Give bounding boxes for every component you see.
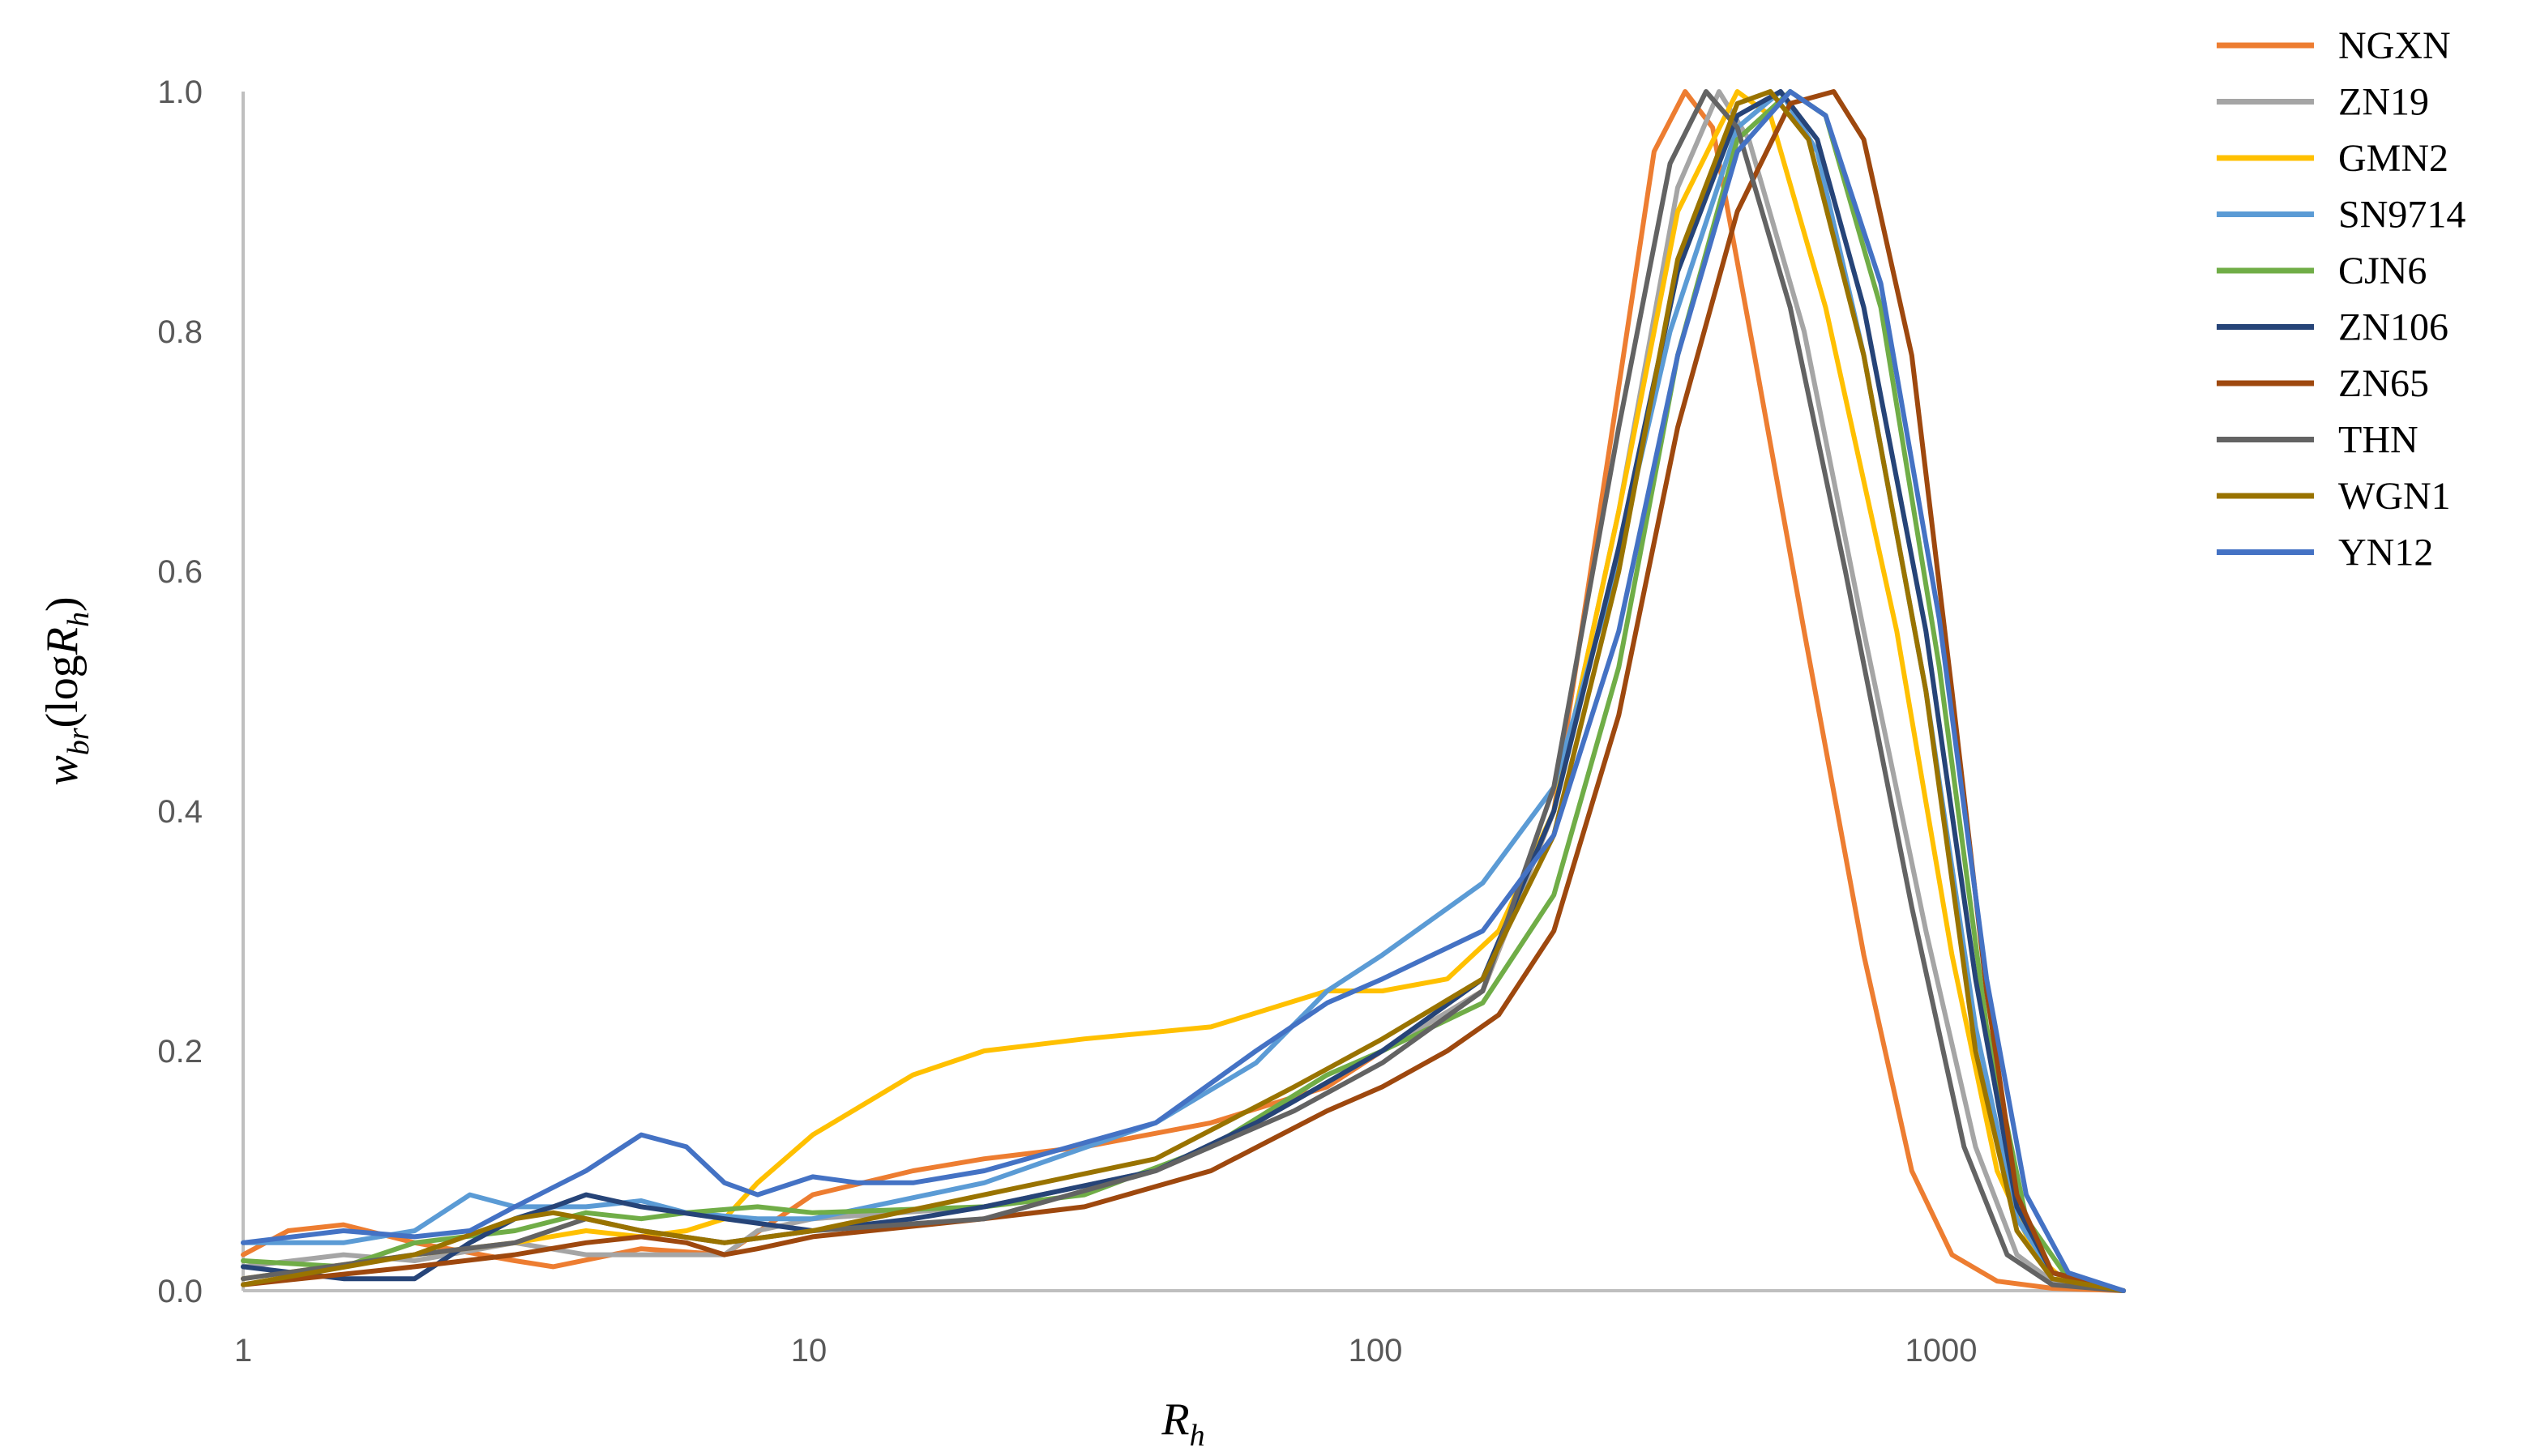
- legend-label: ZN19: [2338, 81, 2429, 124]
- legend-label: YN12: [2338, 532, 2433, 574]
- legend-label: GMN2: [2338, 137, 2448, 180]
- y-tick-label: 0.2: [157, 1034, 203, 1070]
- legend-label: THN: [2338, 419, 2418, 462]
- series-line-zn65: [241, 89, 2126, 1293]
- legend-label: ZN65: [2338, 362, 2429, 405]
- x-tick-label: 1000: [1905, 1333, 1978, 1368]
- y-tick-label: 0.0: [157, 1274, 203, 1309]
- series-line-wgn1: [241, 89, 2126, 1293]
- legend-label: ZN106: [2338, 306, 2448, 349]
- x-tick-label: 10: [791, 1333, 828, 1368]
- y-tick-label: 0.4: [157, 794, 203, 830]
- legend-item-wgn1: WGN1: [2217, 475, 2451, 518]
- legend-item-thn: THN: [2217, 419, 2418, 462]
- legend: NGXN ZN19 GMN2 SN9714 CJN6 ZN106 ZN65 THN WGN1 YN…: [2217, 24, 2465, 574]
- legend-label: SN9714: [2338, 194, 2465, 237]
- x-axis-title: Rh: [1161, 1394, 1204, 1453]
- x-tick-label: 1: [234, 1333, 252, 1368]
- y-tick-label: 1.0: [157, 75, 203, 110]
- series-lines: [241, 89, 2126, 1293]
- legend-item-zn106: ZN106: [2217, 306, 2448, 349]
- legend-item-zn19: ZN19: [2217, 81, 2429, 124]
- plot-area: 0.0 0.2 0.4 0.6 0.8 1.0 1 10 100 1000: [157, 75, 2126, 1368]
- series-line-zn19: [241, 89, 2126, 1293]
- series-line-yn12: [241, 89, 2126, 1293]
- series-line-zn106: [241, 89, 2126, 1293]
- x-tick-labels: 1 10 100 1000: [234, 1333, 1978, 1368]
- legend-item-ngxn: NGXN: [2217, 24, 2451, 67]
- legend-label: NGXN: [2338, 24, 2451, 67]
- y-axis-title: wbr(logRh): [37, 596, 96, 785]
- legend-label: WGN1: [2338, 475, 2451, 518]
- y-tick-label: 0.6: [157, 554, 203, 590]
- legend-item-gmn2: GMN2: [2217, 137, 2448, 180]
- legend-item-sn9714: SN9714: [2217, 194, 2465, 237]
- legend-item-cjn6: CJN6: [2217, 250, 2427, 292]
- legend-item-zn65: ZN65: [2217, 362, 2429, 405]
- legend-label: CJN6: [2338, 250, 2427, 292]
- y-tick-labels: 0.0 0.2 0.4 0.6 0.8 1.0: [157, 75, 203, 1309]
- legend-item-yn12: YN12: [2217, 532, 2433, 574]
- x-tick-label: 100: [1349, 1333, 1403, 1368]
- y-tick-label: 0.8: [157, 314, 203, 350]
